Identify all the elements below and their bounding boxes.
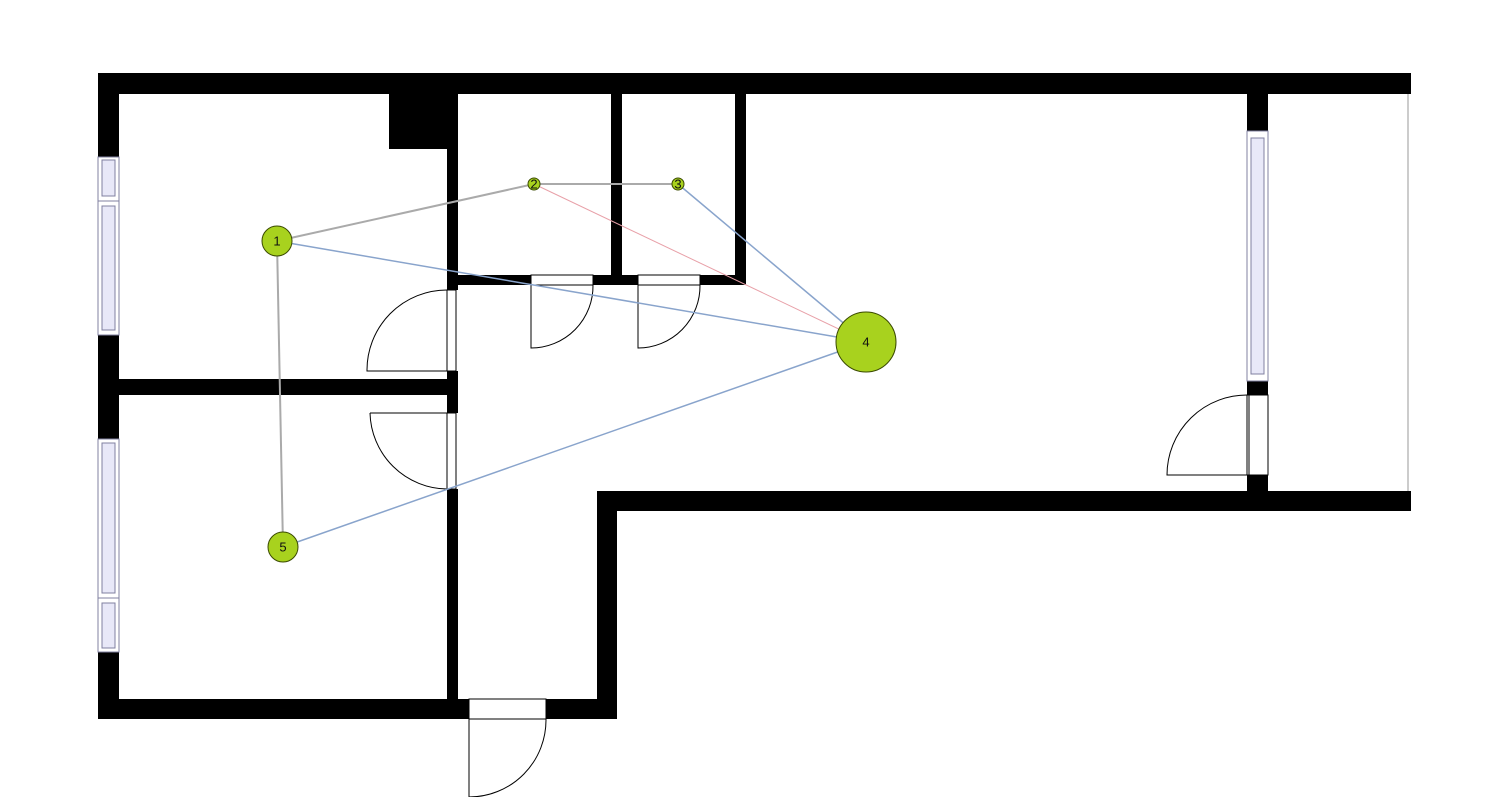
wall-top bbox=[98, 73, 1411, 94]
window-bedroom-2-pane-a bbox=[101, 442, 116, 594]
edge-5-4 bbox=[282, 341, 867, 548]
wall-between-bedrooms bbox=[98, 379, 456, 395]
node-label: 2 bbox=[530, 177, 537, 192]
graph-nodes: 1 2 3 4 5 bbox=[261, 177, 897, 563]
wall-bedroom-right-upper bbox=[447, 73, 458, 290]
node-3[interactable]: 3 bbox=[671, 177, 685, 192]
node-label: 4 bbox=[862, 335, 869, 350]
wall-balcony-lower bbox=[1247, 475, 1268, 511]
node-4[interactable]: 4 bbox=[835, 311, 897, 373]
wall-closet-right bbox=[735, 73, 746, 285]
doors bbox=[366, 274, 1269, 797]
wall-bedroom-right-lower bbox=[447, 489, 458, 719]
door-bedroom-1[interactable] bbox=[366, 289, 457, 372]
chimney bbox=[389, 73, 456, 149]
wall-closets-bottom bbox=[447, 275, 745, 285]
door-closet-2[interactable] bbox=[530, 274, 594, 349]
node-circle[interactable] bbox=[671, 177, 685, 191]
node-5[interactable]: 5 bbox=[267, 531, 299, 563]
wall-balcony-upper bbox=[1247, 73, 1268, 131]
window-bedroom-1-pane-a bbox=[101, 159, 116, 197]
node-label: 5 bbox=[279, 540, 286, 555]
graph-edges bbox=[276, 183, 867, 548]
edge-3-4 bbox=[677, 183, 867, 343]
node-label: 3 bbox=[674, 177, 681, 192]
window-living-pane bbox=[1250, 137, 1265, 375]
window-bedroom-1-pane-b bbox=[101, 205, 116, 331]
door-closet-3[interactable] bbox=[637, 274, 701, 349]
door-bedroom-2[interactable] bbox=[369, 412, 457, 490]
wall-living-bottom bbox=[597, 491, 1411, 511]
wall-closet-divider bbox=[611, 73, 622, 285]
node-circle[interactable] bbox=[835, 311, 897, 373]
edge-1-4 bbox=[276, 240, 867, 343]
door-balcony[interactable] bbox=[1166, 394, 1269, 476]
window-bedroom-2-pane-b bbox=[101, 602, 116, 649]
node-2[interactable]: 2 bbox=[527, 177, 541, 192]
door-entrance[interactable] bbox=[468, 698, 547, 797]
node-1[interactable]: 1 bbox=[261, 225, 293, 257]
windows bbox=[97, 130, 1269, 653]
node-circle[interactable] bbox=[267, 531, 299, 563]
edge-1-2 bbox=[276, 183, 535, 242]
wall-balcony-mid bbox=[1247, 381, 1268, 395]
node-circle[interactable] bbox=[261, 225, 293, 257]
edge-2-4 bbox=[533, 183, 867, 343]
wall-corridor-right bbox=[597, 491, 617, 719]
node-label: 1 bbox=[273, 234, 280, 249]
wall-bedroom-right-middle bbox=[447, 371, 458, 413]
node-circle[interactable] bbox=[527, 177, 541, 191]
edge-1-5 bbox=[276, 240, 284, 548]
walls bbox=[98, 73, 1411, 719]
